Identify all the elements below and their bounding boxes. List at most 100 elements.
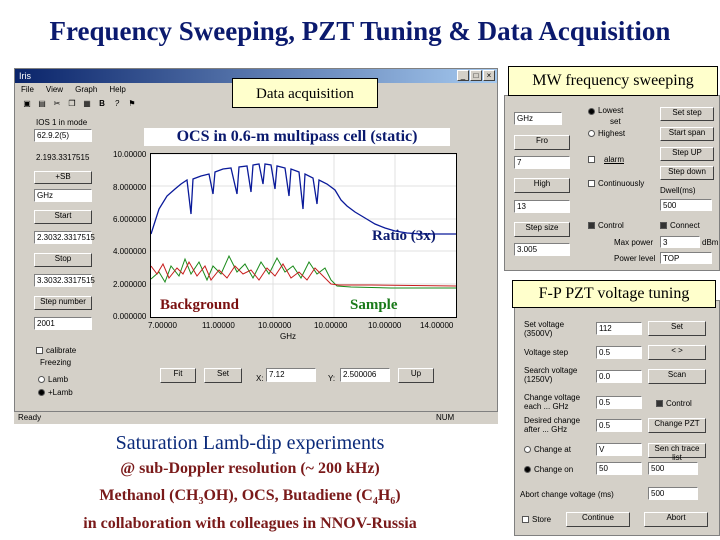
- start-field[interactable]: 2.3032.3317515: [34, 231, 95, 244]
- fp-row4-field[interactable]: 0.5: [596, 419, 642, 432]
- menu-graph[interactable]: Graph: [75, 85, 98, 94]
- sample-trace: [150, 254, 456, 289]
- lamb-radio[interactable]: [38, 376, 45, 383]
- close-button[interactable]: ×: [483, 70, 495, 81]
- toolbar: ▣ ▤ ✂ ❐ ▦ B ? ⚑: [15, 96, 497, 112]
- fp-row2-field[interactable]: 0.0: [596, 370, 642, 383]
- fp-row3-field[interactable]: 0.5: [596, 396, 642, 409]
- step-up-button[interactable]: Step UP: [660, 147, 714, 161]
- store-checkbox[interactable]: [522, 516, 529, 523]
- fp-row2-label: Search voltage (1250V): [524, 366, 578, 384]
- window-controls: _ □ ×: [457, 70, 495, 81]
- change-on-radio[interactable]: [524, 466, 531, 473]
- mw-unit-select[interactable]: GHz: [514, 112, 562, 125]
- abort-change-field[interactable]: 500: [648, 487, 698, 500]
- menu-bar: File View Graph Help: [15, 83, 497, 96]
- connect-checkbox[interactable]: [660, 222, 667, 229]
- y-coord-field[interactable]: 2.500006: [340, 368, 390, 382]
- maximize-button[interactable]: □: [470, 70, 482, 81]
- save-icon[interactable]: ▣: [23, 99, 31, 108]
- continue-button[interactable]: Continue: [566, 512, 630, 527]
- continuously-checkbox[interactable]: [588, 180, 595, 187]
- highest-radio[interactable]: [588, 130, 595, 137]
- sample-label: Sample: [350, 297, 398, 313]
- mode-select[interactable]: 62.9.2(5): [34, 129, 92, 142]
- x-coord-field[interactable]: 7.12: [266, 368, 316, 382]
- lowest-radio[interactable]: [588, 108, 595, 115]
- bold-icon[interactable]: B: [99, 99, 105, 108]
- scan-trace-list-button[interactable]: Sen ch trace list: [648, 443, 706, 462]
- fp-row0-button[interactable]: Set: [648, 321, 706, 336]
- ratio-label: Ratio (3x): [372, 228, 436, 244]
- start-button[interactable]: Start: [34, 210, 92, 224]
- fp-row0-label: Set voltage (3500V): [524, 320, 565, 338]
- sb-button[interactable]: +SB: [34, 171, 92, 184]
- fp-pzt-callout: F-P PZT voltage tuning: [512, 280, 716, 308]
- ytick-5: 0.000000: [113, 312, 147, 321]
- lamb-label: Lamb: [48, 375, 69, 384]
- fp-control-checkbox[interactable]: [656, 400, 663, 407]
- mw-step-button[interactable]: Step size: [514, 222, 570, 237]
- ytick-1: 8.000000: [113, 183, 147, 192]
- mw-high-field[interactable]: 13: [514, 200, 570, 213]
- unit-select[interactable]: GHz: [34, 189, 92, 202]
- stop-field[interactable]: 3.3032.3317515: [34, 274, 95, 287]
- mode-label: IOS 1 in mode: [36, 118, 88, 127]
- plus-lamb-radio[interactable]: [38, 389, 45, 396]
- xtick-4: 10.00000: [368, 321, 402, 330]
- menu-view[interactable]: View: [45, 85, 64, 94]
- step-number-button[interactable]: Step number: [34, 296, 92, 310]
- paste-icon[interactable]: ▦: [83, 99, 91, 108]
- spectrum-plot: [150, 153, 457, 318]
- mw-from-button[interactable]: Fro: [514, 135, 570, 150]
- fp-row0-field[interactable]: 112: [596, 322, 642, 335]
- help-icon[interactable]: ⚑: [128, 99, 136, 108]
- dwell-label: Dwell(ms): [660, 186, 696, 195]
- fp-row4-label: Desired change after ... GHz: [524, 416, 581, 434]
- mw-sweep-callout: MW frequency sweeping: [508, 66, 718, 96]
- fp-row2-button[interactable]: Scan: [648, 369, 706, 384]
- resolution-text: @ sub-Doppler resolution (~ 200 kHz): [120, 460, 380, 477]
- ytick-2: 6.000000: [113, 215, 147, 224]
- status-num: NUM: [436, 413, 455, 422]
- mw-from-field[interactable]: 7: [514, 156, 570, 169]
- ytick-0: 10.00000: [113, 150, 147, 159]
- abort-button[interactable]: Abort: [644, 512, 708, 527]
- fit-button[interactable]: Fit: [160, 368, 196, 383]
- stop-button[interactable]: Stop: [34, 253, 92, 267]
- italic-icon[interactable]: ?: [114, 99, 120, 108]
- change-at-radio[interactable]: [524, 446, 531, 453]
- power-unit-label: dBm: [702, 238, 719, 247]
- print-icon[interactable]: ▤: [38, 99, 46, 108]
- cut-icon[interactable]: ✂: [53, 99, 61, 108]
- freq-readout: 2.193.3317515: [36, 153, 90, 162]
- step-down-button[interactable]: Step down: [660, 166, 714, 180]
- menu-help[interactable]: Help: [109, 85, 126, 94]
- dwell-field[interactable]: 500: [660, 199, 712, 211]
- alarm-checkbox[interactable]: [588, 156, 595, 163]
- molecules-part-a: Methanol (CH: [99, 487, 199, 504]
- minimize-button[interactable]: _: [457, 70, 469, 81]
- set-button[interactable]: Set: [204, 368, 242, 383]
- menu-file[interactable]: File: [21, 85, 34, 94]
- step-field[interactable]: 2001: [34, 317, 92, 330]
- set-step-button[interactable]: Set step: [660, 107, 714, 121]
- max-power-field[interactable]: 3: [660, 236, 700, 248]
- data-acquisition-callout: Data acquisition: [232, 78, 378, 108]
- mw-high-button[interactable]: High: [514, 178, 570, 193]
- fp-row1-button[interactable]: < >: [648, 345, 706, 360]
- change-on-field[interactable]: 50: [596, 462, 642, 475]
- up-button[interactable]: Up: [398, 368, 434, 383]
- mw-step-field[interactable]: 3.005: [514, 243, 570, 256]
- calibrate-checkbox[interactable]: [36, 347, 43, 354]
- power-level-select[interactable]: TOP: [660, 252, 712, 264]
- fp-row4-button[interactable]: Change PZT: [648, 418, 706, 433]
- fp-row1-field[interactable]: 0.5: [596, 346, 642, 359]
- x-coord-label: X:: [256, 374, 264, 383]
- reset-field[interactable]: 500: [648, 462, 698, 475]
- copy-icon[interactable]: ❐: [68, 99, 76, 108]
- control-checkbox[interactable]: [588, 222, 595, 229]
- start-span-button[interactable]: Start span: [660, 127, 714, 141]
- fp-row3-label: Change voltage each ... GHz: [524, 393, 581, 411]
- change-at-field[interactable]: V: [596, 443, 642, 456]
